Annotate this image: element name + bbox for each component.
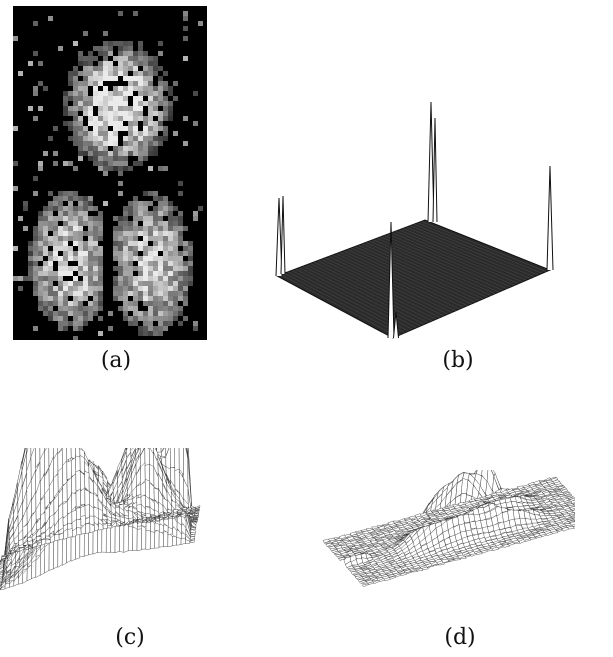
panel-d-surface bbox=[315, 470, 575, 600]
caption-a: (a) bbox=[100, 348, 132, 373]
surface-plot-b bbox=[275, 101, 554, 339]
caption-d: (d) bbox=[444, 625, 476, 650]
caption-c: (c) bbox=[115, 625, 145, 650]
surface-plot-d bbox=[322, 470, 575, 588]
grayscale-scan-image bbox=[13, 6, 207, 340]
caption-b: (b) bbox=[442, 348, 474, 373]
panel-b-surface bbox=[265, 98, 565, 343]
panel-a-image bbox=[13, 6, 207, 340]
surface-plot-c bbox=[0, 448, 201, 591]
panel-c-surface bbox=[0, 448, 250, 608]
